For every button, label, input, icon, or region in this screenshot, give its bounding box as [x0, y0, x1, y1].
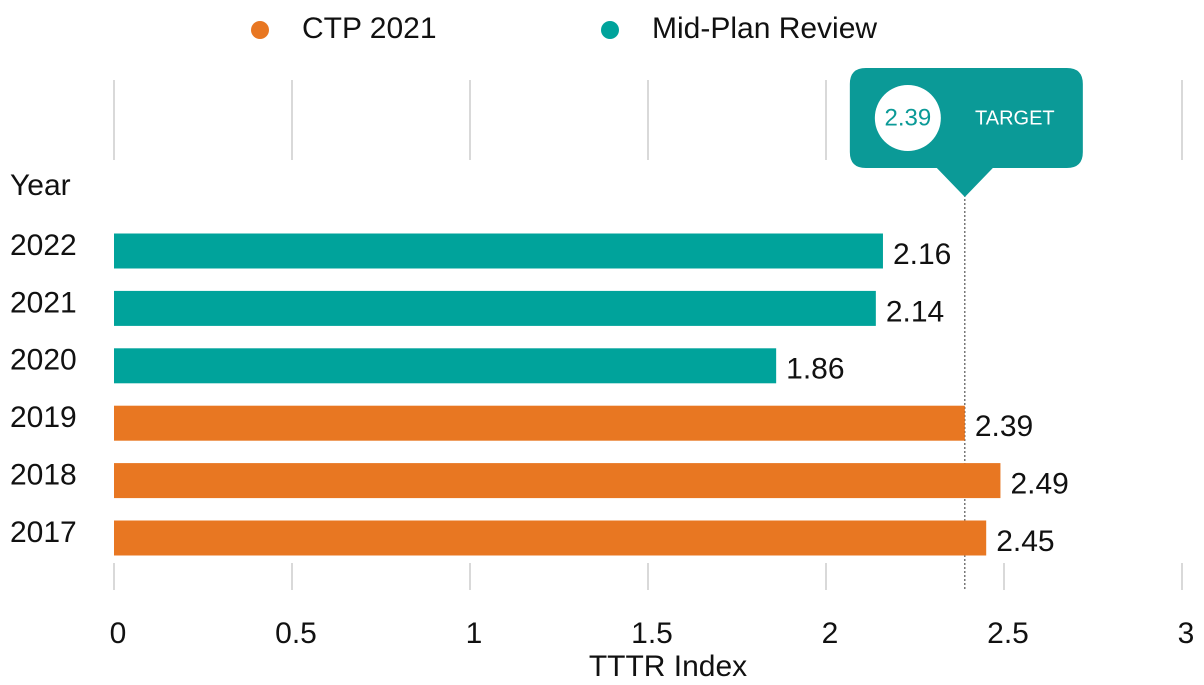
y-tick-label: 2020: [10, 344, 77, 377]
y-tick-label: 2018: [10, 459, 77, 492]
target-badge: [874, 85, 941, 151]
y-axis-label: Year: [10, 169, 71, 202]
bar: [114, 520, 987, 556]
bar: [114, 290, 876, 326]
target-label: TARGET: [975, 107, 1055, 129]
x-tick-label: 3: [1178, 617, 1195, 650]
x-tick-label: 1.5: [631, 617, 673, 650]
legend-marker: [601, 21, 619, 39]
x-axis-label: TTTR Index: [589, 650, 747, 683]
value-label: 1.86: [786, 353, 844, 386]
legend-marker: [251, 21, 269, 39]
value-label: 2.45: [996, 525, 1054, 558]
bar: [114, 405, 965, 441]
x-tick-label: 0: [110, 617, 127, 650]
bar: [114, 463, 1001, 499]
y-tick-label: 2021: [10, 286, 77, 319]
value-label: 2.49: [1010, 468, 1068, 501]
x-tick-label: 0.5: [275, 617, 317, 650]
y-tick-label: 2019: [10, 401, 77, 434]
y-tick-label: 2017: [10, 516, 77, 549]
legend-label: CTP 2021: [302, 12, 437, 45]
x-tick-label: 2.5: [987, 617, 1029, 650]
bar: [114, 348, 777, 384]
y-tick-label: 2022: [10, 229, 77, 262]
bar: [114, 233, 883, 269]
target-value: 2.39: [884, 104, 931, 131]
x-tick-label: 1: [466, 617, 483, 650]
value-label: 2.16: [893, 238, 951, 271]
value-label: 2.39: [975, 410, 1033, 443]
x-tick-label: 2: [822, 617, 839, 650]
legend-label: Mid-Plan Review: [652, 12, 877, 45]
value-label: 2.14: [886, 295, 944, 328]
